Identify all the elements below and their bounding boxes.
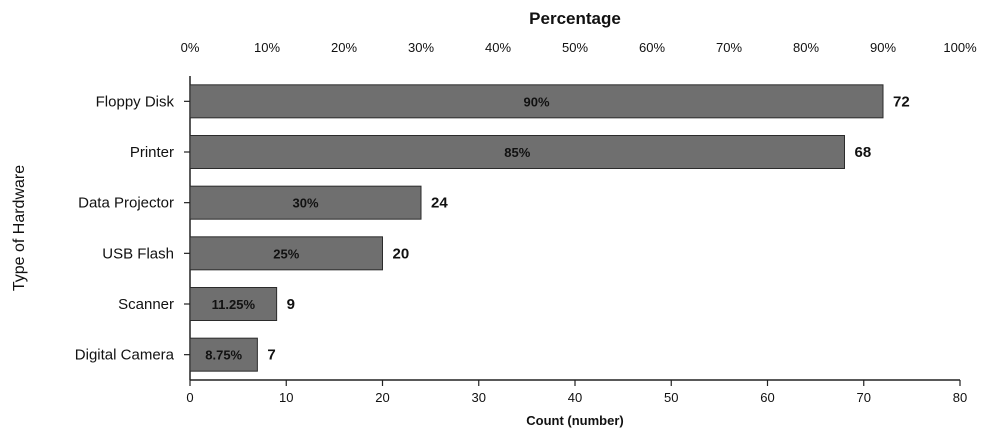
top-axis-tick-label: 10% xyxy=(254,40,280,55)
x-axis-tick-label: 0 xyxy=(186,390,193,405)
x-axis-tick-label: 60 xyxy=(760,390,774,405)
top-axis-tick-label: 60% xyxy=(639,40,665,55)
x-axis-tick-label: 30 xyxy=(472,390,486,405)
bar-count-label: 20 xyxy=(393,245,410,262)
bar-percent-label: 25% xyxy=(273,246,299,261)
top-axis-tick-label: 80% xyxy=(793,40,819,55)
bar-count-label: 24 xyxy=(431,195,448,212)
x-axis-tick-label: 80 xyxy=(953,390,967,405)
top-axis-tick-label: 50% xyxy=(562,40,588,55)
category-label: Printer xyxy=(130,144,174,161)
category-label: Data Projector xyxy=(78,195,174,212)
bar-percent-label: 85% xyxy=(504,145,530,160)
bar-percent-label: 30% xyxy=(292,196,318,211)
category-label: USB Flash xyxy=(102,245,174,262)
category-label: Scanner xyxy=(118,296,174,313)
top-axis-tick-label: 100% xyxy=(943,40,977,55)
chart-title: Percentage xyxy=(529,9,621,28)
bar-count-label: 68 xyxy=(855,144,872,161)
bar-percent-label: 8.75% xyxy=(205,348,242,363)
x-axis-tick-label: 40 xyxy=(568,390,582,405)
x-axis-tick-label: 50 xyxy=(664,390,678,405)
top-axis-tick-label: 70% xyxy=(716,40,742,55)
top-axis-tick-label: 0% xyxy=(181,40,200,55)
top-axis-tick-label: 30% xyxy=(408,40,434,55)
bar xyxy=(189,84,884,119)
bar-count-label: 7 xyxy=(267,347,275,364)
bar-percent-label: 11.25% xyxy=(212,297,256,312)
bar-count-label: 9 xyxy=(287,296,295,313)
x-axis-tick-label: 10 xyxy=(279,390,293,405)
x-axis-title: Count (number) xyxy=(526,413,623,428)
x-axis-tick-label: 70 xyxy=(857,390,871,405)
x-axis-tick-label: 20 xyxy=(375,390,389,405)
top-axis-tick-label: 40% xyxy=(485,40,511,55)
bar xyxy=(189,287,278,321)
category-label: Digital Camera xyxy=(75,347,175,364)
y-axis-title: Type of Hardware xyxy=(11,165,28,291)
bar-count-label: 72 xyxy=(893,93,910,110)
category-label: Floppy Disk xyxy=(96,93,175,110)
top-axis-tick-label: 90% xyxy=(870,40,896,55)
bar xyxy=(189,135,845,169)
bar-percent-label: 90% xyxy=(523,94,549,109)
top-axis-tick-label: 20% xyxy=(331,40,357,55)
